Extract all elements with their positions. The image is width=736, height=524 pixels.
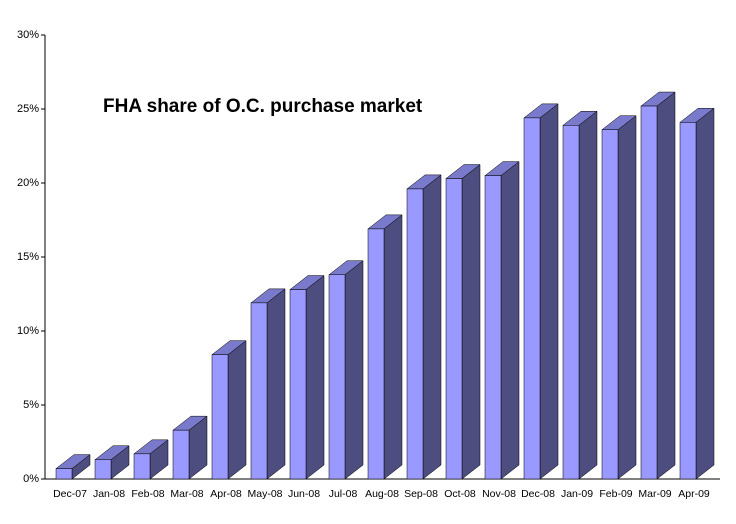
bar-side bbox=[344, 260, 364, 480]
bar-front bbox=[445, 178, 463, 480]
bar bbox=[250, 288, 286, 480]
bar-front bbox=[133, 453, 151, 480]
x-tick-label: Jul-08 bbox=[329, 488, 358, 500]
bar-front bbox=[328, 274, 346, 480]
bar-front bbox=[367, 228, 385, 480]
y-tick-label: 25% bbox=[17, 103, 39, 115]
bar bbox=[406, 174, 442, 480]
bar bbox=[289, 275, 325, 480]
y-tick-label: 5% bbox=[23, 399, 39, 411]
y-tick-label: 10% bbox=[17, 325, 39, 337]
bar bbox=[484, 161, 520, 480]
bar-side bbox=[578, 110, 598, 480]
bar-front bbox=[679, 122, 697, 480]
x-tick-label: Aug-08 bbox=[365, 488, 399, 500]
x-tick-label: Mar-08 bbox=[170, 488, 203, 500]
x-tick-label: Jan-08 bbox=[93, 488, 125, 500]
x-tick-label: May-08 bbox=[247, 488, 282, 500]
x-tick-label: Mar-09 bbox=[638, 488, 671, 500]
bar-front bbox=[523, 117, 541, 480]
x-tick-label: Sep-08 bbox=[404, 488, 438, 500]
bar-side bbox=[383, 214, 403, 480]
x-tick-label: Apr-09 bbox=[678, 488, 710, 500]
bar-front bbox=[250, 302, 268, 480]
x-tick-label: Apr-08 bbox=[210, 488, 242, 500]
bar-front bbox=[601, 129, 619, 480]
bar bbox=[601, 115, 637, 480]
bar bbox=[172, 415, 208, 480]
bar-front bbox=[211, 354, 229, 480]
bar-side bbox=[227, 340, 247, 480]
bar-side bbox=[422, 174, 442, 480]
x-tick-label: Feb-09 bbox=[599, 488, 632, 500]
y-tick-label: 30% bbox=[17, 29, 39, 41]
x-tick-label: Jan-09 bbox=[561, 488, 593, 500]
bar bbox=[562, 110, 598, 480]
bar-front bbox=[289, 289, 307, 480]
bar bbox=[55, 454, 91, 480]
y-tick-label: 0% bbox=[23, 473, 39, 485]
bar-front bbox=[562, 125, 580, 480]
bar bbox=[445, 164, 481, 480]
bar-front bbox=[172, 429, 190, 480]
x-tick-label: Jun-08 bbox=[288, 488, 320, 500]
bar bbox=[133, 439, 169, 480]
bar-side bbox=[539, 103, 559, 480]
bar-front bbox=[484, 175, 502, 480]
bar bbox=[679, 107, 715, 480]
bar-side bbox=[305, 275, 325, 480]
bar bbox=[328, 260, 364, 480]
bar bbox=[640, 91, 676, 480]
bar-side bbox=[461, 164, 481, 480]
bar bbox=[211, 340, 247, 480]
chart-title: FHA share of O.C. purchase market bbox=[103, 96, 423, 117]
bar bbox=[523, 103, 559, 480]
x-tick-label: Oct-08 bbox=[444, 488, 476, 500]
x-tick-label: Dec-07 bbox=[53, 488, 87, 500]
x-tick-label: Dec-08 bbox=[521, 488, 555, 500]
y-tick-label: 20% bbox=[17, 177, 39, 189]
bar-front bbox=[640, 105, 658, 480]
bar-front bbox=[55, 468, 73, 480]
bar bbox=[94, 445, 130, 480]
bar-side bbox=[617, 115, 637, 480]
bar-front bbox=[406, 188, 424, 480]
y-tick-label: 15% bbox=[17, 251, 39, 263]
bar-side bbox=[266, 288, 286, 480]
bar-side bbox=[656, 91, 676, 480]
bar-front bbox=[94, 459, 112, 480]
bar-side bbox=[695, 107, 715, 480]
x-tick-label: Feb-08 bbox=[131, 488, 164, 500]
bar bbox=[367, 214, 403, 480]
x-tick-label: Nov-08 bbox=[482, 488, 516, 500]
bar-side bbox=[500, 161, 520, 480]
